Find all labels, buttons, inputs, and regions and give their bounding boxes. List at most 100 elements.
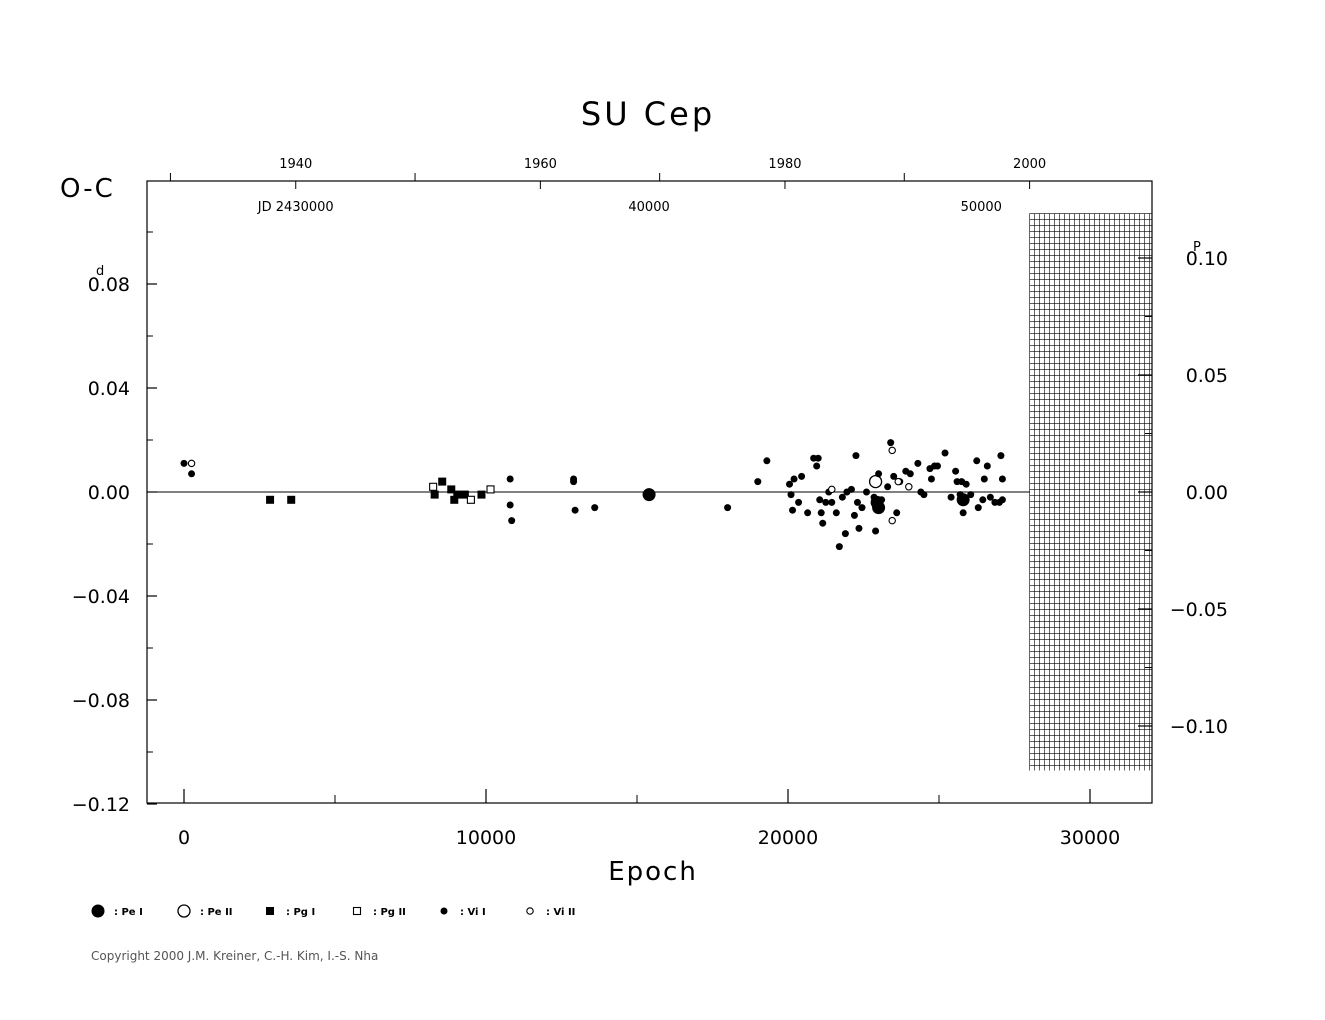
data-point-vi-primary: [790, 475, 798, 483]
legend-label: : Pg I: [286, 907, 315, 918]
data-point-vi-primary: [884, 483, 892, 491]
right-axis-unit-label: P: [1193, 240, 1201, 255]
data-point-vi-primary: [853, 498, 861, 506]
data-point-pe-primary: [642, 488, 656, 502]
data-point-vi-primary: [980, 475, 988, 483]
right-tick-label: 0.00: [1186, 482, 1228, 504]
data-point-vi-primary: [952, 467, 960, 475]
x-tick-label: 30000: [1060, 827, 1120, 849]
legend-marker-vi-primary: [440, 907, 448, 915]
legend-label: : Pe I: [114, 907, 143, 918]
data-points-group: [180, 439, 1006, 551]
data-point-vi-primary: [814, 454, 822, 462]
data-point-vi-primary: [789, 506, 797, 514]
data-point-vi-primary: [819, 519, 827, 527]
y-axis-unit-label: d: [96, 264, 104, 279]
legend-marker-pg-primary: [266, 907, 274, 915]
data-point-vi-primary: [858, 504, 866, 512]
data-point-vi-primary: [506, 475, 514, 483]
data-point-vi-primary: [933, 462, 941, 470]
data-point-vi-primary: [979, 496, 987, 504]
data-point-vi-primary: [804, 509, 812, 517]
data-point-vi-primary: [795, 498, 803, 506]
data-point-vi-primary: [188, 470, 196, 478]
data-point-vi-primary: [890, 472, 898, 480]
legend-marker-vi-secondary: [526, 907, 534, 915]
y-tick-label: 0.04: [88, 378, 130, 400]
data-point-vi-primary: [998, 496, 1006, 504]
year-label: 1960: [524, 157, 557, 172]
data-point-vi-primary: [875, 470, 883, 478]
data-point-vi-secondary: [888, 516, 896, 525]
data-point-vi-primary: [571, 506, 579, 514]
right-tick-label: 0.10: [1186, 248, 1228, 270]
jd-label: 50000: [961, 200, 1002, 215]
y-tick-label: −0.12: [72, 794, 130, 816]
data-point-vi-primary: [832, 509, 840, 517]
right-tick-label: −0.05: [1170, 599, 1228, 621]
jd-label: JD 2430000: [257, 200, 334, 215]
x-axis-label: Epoch: [608, 857, 698, 887]
right-tick-label: 0.05: [1186, 365, 1228, 387]
data-point-vi-primary: [847, 485, 855, 493]
data-point-pg-primary: [450, 495, 459, 504]
data-point-vi-primary: [841, 530, 849, 538]
data-point-vi-secondary: [905, 483, 913, 491]
data-point-pg-primary: [477, 490, 486, 499]
legend-marker-pe-primary: [91, 904, 105, 918]
axes-group: 0 10000 20000 30000 1940 1960 1980 2000 JD 24300…: [72, 157, 1228, 849]
y-axis-label: O-C: [60, 174, 115, 204]
data-point-pg-primary: [438, 477, 447, 486]
data-point-pg-secondary: [466, 495, 475, 504]
data-point-vi-secondary: [894, 477, 902, 486]
data-point-vi-primary: [872, 527, 880, 535]
right-tick-label: −0.10: [1170, 716, 1228, 738]
data-point-vi-primary: [920, 491, 928, 499]
data-point-pg-primary: [287, 495, 296, 504]
data-point-pg-secondary: [429, 482, 438, 491]
data-point-vi-primary: [998, 475, 1006, 483]
data-point-vi-primary: [506, 501, 514, 509]
data-point-vi-primary: [986, 493, 994, 501]
data-point-pg-primary: [266, 495, 275, 504]
data-point-vi-primary: [822, 498, 830, 506]
data-point-pg-primary: [460, 490, 469, 499]
data-point-vi-secondary: [187, 459, 196, 468]
year-label: 1940: [279, 157, 312, 172]
legend-marker-pg-secondary: [352, 906, 362, 916]
data-point-vi-primary: [816, 496, 824, 504]
jd-label: 40000: [628, 200, 669, 215]
legend-label: : Pg II: [373, 907, 406, 918]
data-point-vi-primary: [927, 475, 935, 483]
legend-label: : Vi I: [460, 907, 486, 918]
data-point-vi-primary: [835, 543, 843, 551]
x-tick-label: 20000: [758, 827, 818, 849]
data-point-vi-secondary: [828, 485, 836, 494]
data-point-vi-primary: [947, 493, 955, 501]
data-point-vi-primary: [962, 480, 970, 488]
data-point-vi-secondary: [888, 446, 896, 455]
data-point-vi-primary: [850, 511, 858, 519]
data-point-vi-primary: [906, 470, 914, 478]
legend-label: : Pe II: [200, 907, 233, 918]
data-point-vi-primary: [983, 462, 991, 470]
data-point-vi-primary: [887, 439, 895, 447]
y-tick-label: −0.04: [72, 586, 130, 608]
data-point-pg-primary: [430, 490, 439, 499]
data-point-vi-primary: [798, 472, 806, 480]
data-point-pg-primary: [447, 485, 456, 494]
data-point-vi-primary: [914, 459, 922, 467]
data-point-vi-primary: [591, 504, 599, 512]
data-point-vi-primary: [763, 457, 771, 465]
data-point-vi-primary: [724, 504, 732, 512]
future-hatch-region: [1029, 213, 1152, 771]
x-tick-label: 10000: [456, 827, 516, 849]
data-point-vi-primary: [180, 459, 188, 467]
data-point-vi-primary: [959, 509, 967, 517]
x-tick-label: 0: [178, 827, 190, 849]
legend-marker-pe-secondary: [177, 904, 191, 918]
y-tick-label: −0.08: [72, 690, 130, 712]
chart-title: SU Cep: [581, 95, 715, 133]
data-point-vi-primary: [828, 498, 836, 506]
